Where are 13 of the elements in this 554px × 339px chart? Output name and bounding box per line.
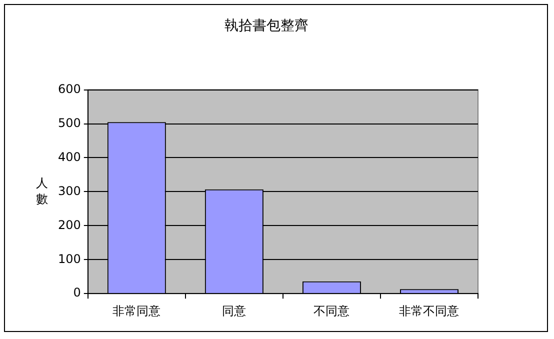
- x-tick-label: 非常同意: [112, 304, 161, 318]
- y-tick-label: 400: [58, 150, 81, 164]
- chart-title: 執拾書包整齊: [224, 18, 308, 34]
- y-tick-label: 100: [58, 252, 81, 266]
- y-axis-title: 人數: [36, 176, 48, 206]
- x-tick-label: 非常不同意: [399, 304, 460, 318]
- y-tick-label: 200: [58, 218, 81, 232]
- y-tick-label: 0: [73, 286, 81, 300]
- x-tick-label: 不同意: [314, 304, 350, 318]
- y-tick-label: 300: [58, 184, 81, 198]
- x-tick-label: 同意: [222, 304, 246, 318]
- y-tick-label: 500: [58, 116, 81, 130]
- y-tick-label: 600: [58, 82, 81, 96]
